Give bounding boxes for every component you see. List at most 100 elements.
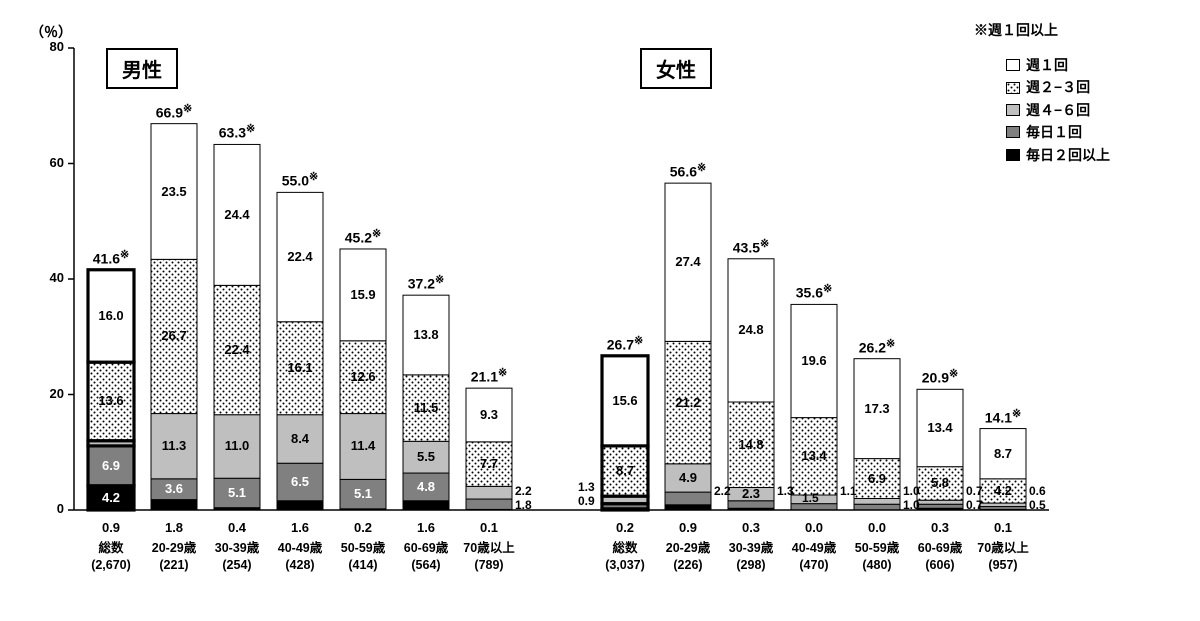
below-axis-value: 0.3 [931, 520, 949, 535]
side-label: 0.7 [966, 484, 983, 498]
segment-label: 22.4 [224, 342, 249, 357]
x-category-label: 70歳以上(957) [977, 540, 1028, 574]
side-label: 1.0 [903, 498, 920, 512]
x-category-label: 50-59歳(480) [855, 540, 899, 574]
below-axis-value: 0.2 [354, 520, 372, 535]
side-label: 0.7 [966, 498, 983, 512]
segment-label: 5.5 [417, 449, 435, 464]
bar-total-label: 35.6※ [796, 282, 832, 301]
segment-label: 3.6 [165, 481, 183, 496]
segment-label: 8.4 [291, 431, 309, 446]
x-category-label: 30-39歳(298) [729, 540, 773, 574]
segment-label: 22.4 [287, 249, 312, 264]
side-label-left: 0.9 [578, 494, 595, 508]
below-axis-value: 0.9 [102, 520, 120, 535]
below-axis-value: 0.4 [228, 520, 246, 535]
below-axis-value: 0.9 [679, 520, 697, 535]
side-label: 0.6 [1029, 484, 1046, 498]
side-label: 1.3 [777, 484, 794, 498]
segment-label: 14.8 [738, 437, 763, 452]
segment-label: 5.8 [931, 475, 949, 490]
y-tick-label: 0 [34, 501, 64, 516]
segment-label: 7.7 [480, 456, 498, 471]
y-tick-label: 40 [34, 270, 64, 285]
segment-label: 15.6 [612, 393, 637, 408]
bar-total-label: 26.7※ [607, 334, 643, 353]
below-axis-value: 0.1 [994, 520, 1012, 535]
segment-label: 11.0 [225, 438, 250, 453]
side-label: 0.5 [1029, 498, 1046, 512]
segment-label: 23.5 [161, 184, 186, 199]
bar-total-label: 41.6※ [93, 248, 129, 267]
x-category-label: 60-69歳(564) [404, 540, 448, 574]
segment-label: 16.0 [98, 308, 123, 323]
segment-label: 4.8 [417, 479, 435, 494]
x-category-label: 総数(2,670) [91, 540, 131, 574]
x-category-label: 40-49歳(470) [792, 540, 836, 574]
segment-label: 15.9 [350, 287, 375, 302]
segment-label: 6.9 [868, 471, 886, 486]
segment-label: 24.8 [738, 322, 763, 337]
segment-label: 12.6 [350, 369, 375, 384]
segment-label: 16.1 [287, 360, 312, 375]
segment-label: 5.1 [354, 486, 372, 501]
bar-total-label: 20.9※ [922, 367, 958, 386]
bar-total-label: 21.1※ [471, 366, 507, 385]
segment-label: 19.6 [801, 353, 826, 368]
side-label: 1.1 [840, 484, 857, 498]
below-axis-value: 0.3 [742, 520, 760, 535]
below-axis-value: 0.2 [616, 520, 634, 535]
segment-label: 2.3 [742, 486, 760, 501]
segment-label: 8.7 [616, 463, 634, 478]
below-axis-value: 0.1 [480, 520, 498, 535]
x-category-label: 40-49歳(428) [278, 540, 322, 574]
segment-label: 13.6 [98, 393, 123, 408]
bar-total-label: 63.3※ [219, 122, 255, 141]
bar-total-label: 45.2※ [345, 227, 381, 246]
segment-label: 6.5 [291, 474, 309, 489]
bar-total-label: 56.6※ [670, 161, 706, 180]
x-category-label: 70歳以上(789) [463, 540, 514, 574]
segment-label: 24.4 [224, 207, 249, 222]
segment-label: 11.4 [351, 438, 376, 453]
segment-label: 13.4 [801, 448, 826, 463]
bar-total-label: 55.0※ [282, 170, 318, 189]
x-category-label: 60-69歳(606) [918, 540, 962, 574]
y-tick-label: 80 [34, 39, 64, 54]
x-category-label: 50-59歳(414) [341, 540, 385, 574]
segment-label: 13.4 [927, 420, 952, 435]
segment-label: 4.2 [994, 483, 1012, 498]
segment-label: 11.5 [414, 400, 439, 415]
bar-total-label: 26.2※ [859, 337, 895, 356]
segment-label: 21.2 [675, 395, 700, 410]
x-category-label: 20-29歳(226) [666, 540, 710, 574]
side-label-left: 1.3 [578, 480, 595, 494]
segment-label: 4.2 [102, 490, 120, 505]
segment-label: 5.1 [228, 485, 246, 500]
below-axis-value: 1.6 [417, 520, 435, 535]
segment-label: 6.9 [102, 458, 120, 473]
x-category-label: 30-39歳(254) [215, 540, 259, 574]
below-axis-value: 0.0 [868, 520, 886, 535]
below-axis-value: 1.6 [291, 520, 309, 535]
bar-total-label: 66.9※ [156, 102, 192, 121]
segment-label: 9.3 [480, 407, 498, 422]
side-label: 1.0 [903, 484, 920, 498]
segment-label: 13.8 [413, 327, 438, 342]
y-tick-label: 20 [34, 386, 64, 401]
segment-label: 11.3 [162, 438, 187, 453]
side-label: 1.8 [515, 498, 532, 512]
x-category-label: 20-29歳(221) [152, 540, 196, 574]
segment-label: 8.7 [994, 446, 1012, 461]
segment-label: 27.4 [675, 254, 700, 269]
segment-label: 4.9 [679, 470, 697, 485]
below-axis-value: 1.8 [165, 520, 183, 535]
below-axis-value: 0.0 [805, 520, 823, 535]
bar-total-label: 37.2※ [408, 273, 444, 292]
segment-label: 26.7 [161, 328, 186, 343]
segment-label: 17.3 [864, 401, 889, 416]
side-label: 2.2 [515, 484, 532, 498]
bar-total-label: 43.5※ [733, 237, 769, 256]
side-label: 2.2 [714, 484, 731, 498]
segment-label-small: 1.5 [802, 491, 819, 505]
